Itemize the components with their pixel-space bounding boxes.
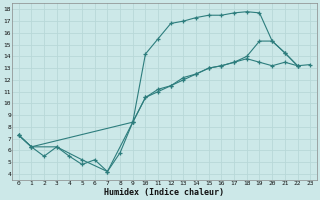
X-axis label: Humidex (Indice chaleur): Humidex (Indice chaleur) (104, 188, 224, 197)
